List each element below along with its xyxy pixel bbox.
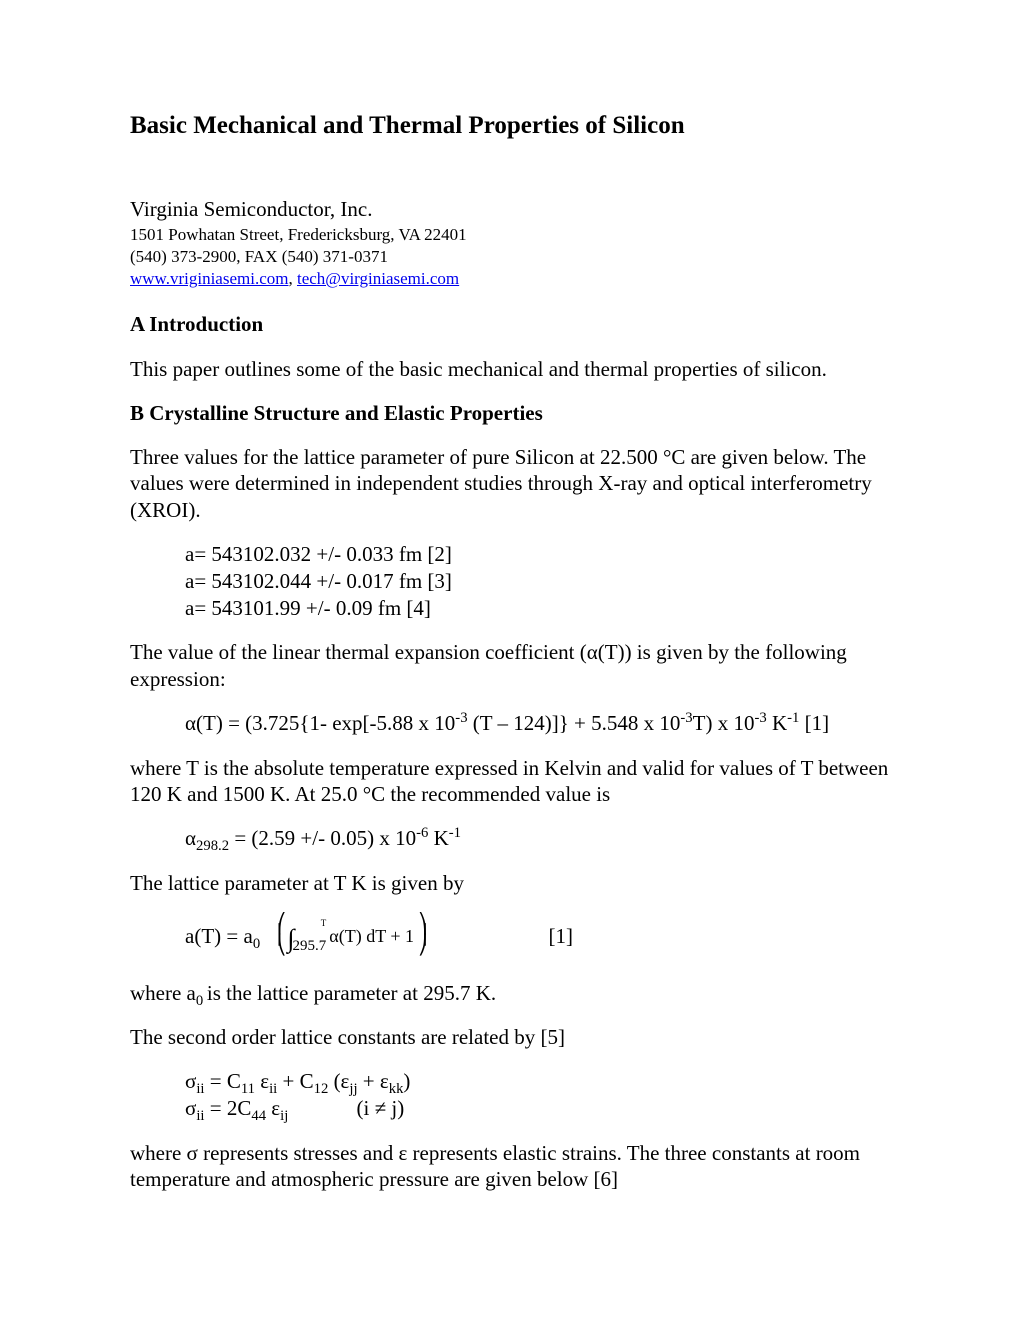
document-title: Basic Mechanical and Thermal Properties … xyxy=(130,110,890,141)
section-b-heading: B Crystalline Structure and Elastic Prop… xyxy=(130,400,890,426)
lattice-value-2: a= 543102.044 +/- 0.017 fm [3] xyxy=(185,568,890,595)
intro-paragraph: This paper outlines some of the basic me… xyxy=(130,356,890,382)
lattice-values: a= 543102.032 +/- 0.033 fm [2] a= 543102… xyxy=(185,541,890,622)
b-paragraph-6: The second order lattice constants are r… xyxy=(130,1024,890,1050)
right-bracket-icon: ⎞⎟⎠ xyxy=(418,920,428,951)
company-name: Virginia Semiconductor, Inc. xyxy=(130,196,890,222)
sigma-equations: σii = C11 εii + C12 (εjj + εkk) σii = 2C… xyxy=(185,1068,890,1122)
alpha-equation: α(T) = (3.725{1- exp[-5.88 x 10-3 (T – 1… xyxy=(185,710,890,737)
lattice-value-3: a= 543101.99 +/- 0.09 fm [4] xyxy=(185,595,890,622)
lattice-value-1: a= 543102.032 +/- 0.033 fm [2] xyxy=(185,541,890,568)
b-paragraph-7: where σ represents stresses and ε repres… xyxy=(130,1140,890,1193)
b-paragraph-2: The value of the linear thermal expansio… xyxy=(130,639,890,692)
section-a-heading: A Introduction xyxy=(130,311,890,337)
aT-equation: a(T) = a0 ⎛⎜⎝ T ∫ 295.7 α(T) dT + 1 ⎞⎟⎠ xyxy=(185,920,890,951)
company-address: 1501 Powhatan Street, Fredericksburg, VA… xyxy=(130,224,890,245)
alpha-298-value: α298.2 = (2.59 +/- 0.05) x 10-6 K-1 xyxy=(185,825,890,852)
b-paragraph-1: Three values for the lattice parameter o… xyxy=(130,444,890,523)
email-link[interactable]: tech@virginiasemi.com xyxy=(297,269,459,288)
website-link[interactable]: www.vriginiasemi.com xyxy=(130,269,288,288)
left-bracket-icon: ⎛⎜⎝ xyxy=(277,920,287,951)
b-paragraph-5: where a0 is the lattice parameter at 295… xyxy=(130,980,890,1006)
company-links: www.vriginiasemi.com, tech@virginiasemi.… xyxy=(130,268,890,289)
b-paragraph-4: The lattice parameter at T K is given by xyxy=(130,870,890,896)
company-phone: (540) 373-2900, FAX (540) 371-0371 xyxy=(130,246,890,267)
b-paragraph-3: where T is the absolute temperature expr… xyxy=(130,755,890,808)
page-content: Basic Mechanical and Thermal Properties … xyxy=(0,0,1020,1270)
integral-expression: ⎛⎜⎝ T ∫ 295.7 α(T) dT + 1 ⎞⎟⎠ xyxy=(276,920,429,951)
